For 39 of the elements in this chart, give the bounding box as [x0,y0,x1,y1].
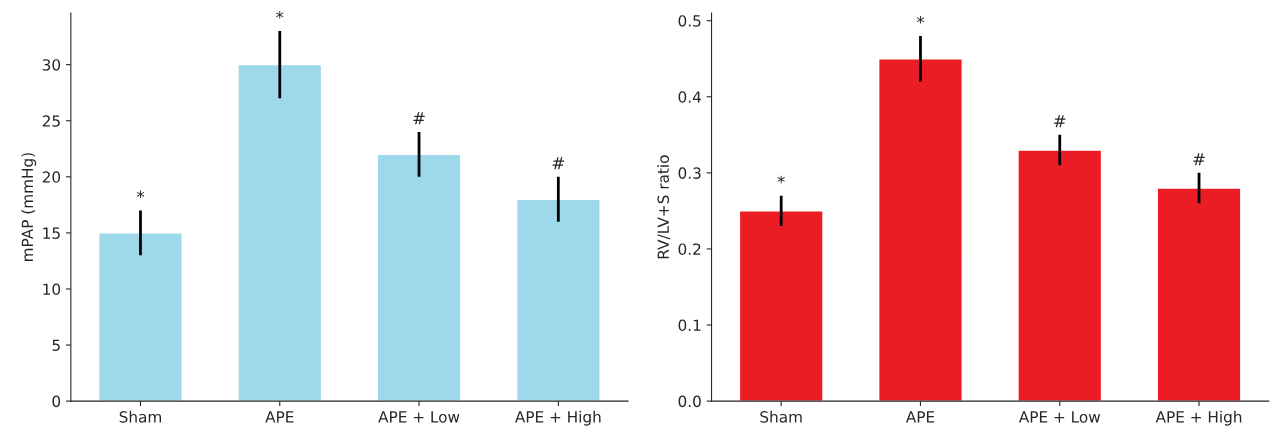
x-tick-label: APE + Low [1018,411,1101,423]
y-axis-title: RV/LV+S ratio [657,155,671,259]
y-tick-label: 30 [42,59,61,71]
annotation: * [916,15,925,24]
x-tick-label: APE [265,411,294,423]
x-tick-label: Sham [119,410,161,423]
annotation: * [276,11,284,19]
y-tick-label: 20 [42,171,61,183]
bar [237,63,323,402]
y-tick-label: 15 [43,227,60,239]
annotation: * [136,190,145,199]
y-tick-label: 0.4 [678,91,701,103]
x-tick-label: APE + High [1155,410,1242,426]
bar [1017,149,1103,402]
x-tick-label: APE + Low [378,411,460,423]
bar [877,58,963,402]
x-tick-label: APE + High [514,410,601,426]
y-tick-label: 0.0 [678,395,701,408]
bar [1156,187,1242,402]
bar [376,153,462,402]
y-axis-title: mPAP (mmHg) [21,153,37,261]
annotation: # [1193,153,1205,166]
bar [98,232,183,402]
x-tick-label: APE [905,411,935,423]
annotation: * [777,175,785,184]
annotation: # [413,112,425,125]
y-tick-label: 25 [42,115,60,127]
x-tick-label: Sham [760,410,802,423]
y-tick-label: 0.2 [678,243,701,255]
y-tick-label: 0 [52,395,61,408]
bar [738,210,824,402]
y-tick-label: 5 [52,339,60,352]
y-tick-label: 0.5 [678,15,701,27]
annotation: # [552,157,565,170]
annotation: # [1054,115,1066,128]
y-tick-label: 10 [43,283,61,295]
y-tick-label: 0.1 [678,319,701,332]
y-tick-label: 0.3 [678,167,701,179]
bar [515,198,601,402]
